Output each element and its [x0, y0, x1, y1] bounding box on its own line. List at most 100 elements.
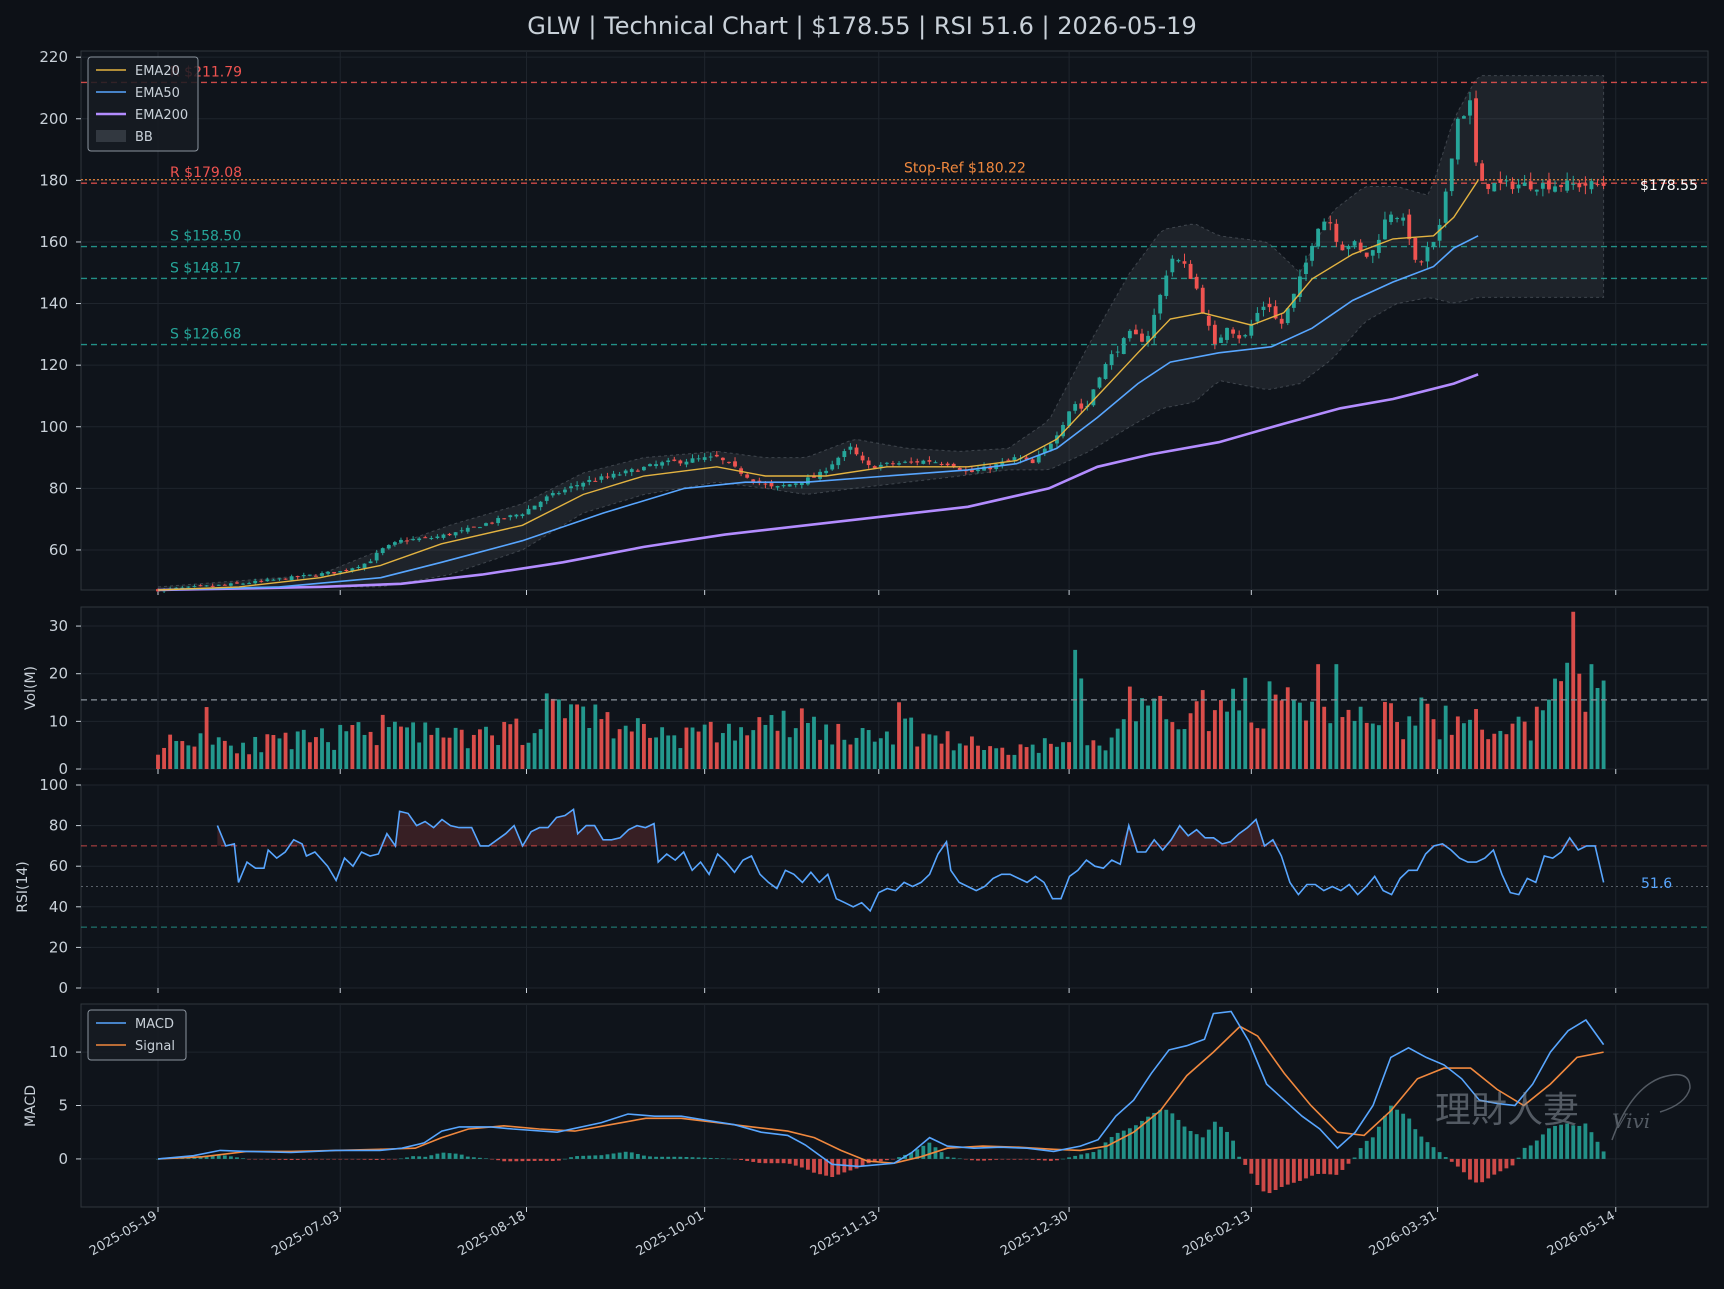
volume-bar: [1419, 697, 1424, 769]
macd-histogram-bar: [1534, 1140, 1539, 1159]
macd-histogram-bar: [593, 1155, 598, 1159]
macd-histogram-bar: [186, 1157, 191, 1159]
candle-body: [860, 455, 865, 461]
macd-histogram-bar: [344, 1158, 349, 1160]
volume-bar: [690, 727, 695, 769]
volume-bar: [1006, 754, 1011, 769]
candle-body: [1200, 287, 1205, 314]
volume-bar: [1206, 731, 1211, 769]
candle-body: [563, 489, 567, 493]
volume-bar: [1547, 699, 1551, 769]
volume-bar: [484, 726, 488, 769]
candle-body: [247, 583, 252, 585]
candle-body: [1534, 189, 1539, 192]
candle-body: [1492, 183, 1497, 192]
macd-histogram-bar: [1030, 1158, 1035, 1160]
candle-body: [265, 579, 270, 582]
volume-bar: [1565, 662, 1570, 769]
candle-body: [569, 486, 573, 489]
volume-bar: [399, 726, 403, 769]
candle-body: [1176, 260, 1181, 262]
volume-bar: [684, 727, 689, 769]
candle-body: [988, 467, 993, 470]
volume-bar: [1595, 688, 1600, 769]
volume-bar: [830, 744, 835, 769]
candle-body: [1334, 223, 1339, 242]
macd-histogram-bar: [1006, 1158, 1011, 1160]
volume-bar: [1364, 722, 1369, 769]
macd-histogram-bar: [1085, 1153, 1090, 1159]
candle-body: [1297, 276, 1302, 298]
volume-bar: [1310, 701, 1314, 769]
candle-body: [198, 585, 203, 587]
rsi-ytick-label: 40: [49, 898, 68, 916]
macd-histogram-bar: [617, 1152, 622, 1159]
volume-bar: [228, 745, 233, 769]
candle-body: [957, 467, 962, 471]
candle-body: [289, 576, 294, 581]
macd-histogram-bar: [860, 1158, 865, 1166]
volume-bar: [897, 702, 901, 769]
volume-bar: [605, 712, 610, 769]
volume-bar: [1036, 752, 1041, 769]
candle-body: [593, 480, 598, 482]
macd-histogram-bar: [909, 1152, 914, 1159]
macd-histogram-bar: [1522, 1147, 1527, 1159]
macd-histogram-bar: [1334, 1158, 1339, 1175]
candle-body: [508, 515, 513, 518]
candle-body: [1583, 183, 1588, 186]
candle-body: [769, 482, 774, 487]
macd-histogram-bar: [1067, 1157, 1072, 1159]
candle-body: [824, 470, 829, 474]
macd-histogram-bar: [1474, 1158, 1478, 1183]
legend-swatch: [96, 130, 126, 142]
candle-body: [884, 462, 889, 464]
candle-body: [702, 457, 707, 460]
volume-bar: [253, 736, 258, 769]
macd-histogram-bar: [878, 1158, 883, 1162]
volume-bar: [1297, 702, 1302, 769]
candle-body: [1212, 324, 1217, 344]
candle-body: [295, 576, 300, 578]
candle-body: [684, 461, 689, 465]
volume-bar: [1498, 730, 1503, 769]
macd-histogram-bar: [520, 1158, 525, 1162]
candle-body: [1401, 217, 1406, 221]
macd-histogram-bar: [1036, 1158, 1041, 1161]
macd-histogram-bar: [550, 1158, 555, 1162]
candle-body: [575, 485, 580, 487]
macd-histogram-bar: [1571, 1125, 1576, 1159]
volume-bar: [1030, 744, 1035, 769]
volume-bar: [769, 715, 774, 769]
candle-body: [526, 508, 531, 515]
volume-bar: [878, 738, 883, 769]
candle-body: [611, 473, 616, 478]
candle-body: [362, 563, 367, 569]
volume-bar: [1425, 703, 1430, 769]
chart-title: GLW | Technical Chart | $178.55 | RSI 51…: [527, 12, 1196, 40]
candle-body: [1261, 306, 1266, 311]
macd-histogram-bar: [660, 1156, 665, 1159]
volume-bar: [1516, 716, 1521, 769]
macd-histogram-bar: [690, 1157, 695, 1159]
volume-bar: [1182, 729, 1187, 769]
candle-body: [344, 570, 349, 572]
volume-bar: [1449, 734, 1454, 769]
candle-body: [1589, 181, 1594, 190]
volume-bar: [1291, 699, 1296, 769]
macd-histogram-bar: [1297, 1158, 1302, 1181]
price-panel: R $211.79R $179.08 Stop-Ref $180.22S $158…: [39, 48, 1709, 595]
rsi-ytick-label: 100: [39, 776, 68, 794]
candle-body: [1376, 239, 1381, 253]
volume-ytick-label: 10: [49, 712, 68, 730]
macd-histogram-bar: [702, 1157, 707, 1159]
ema200-line: [157, 373, 1479, 592]
macd-histogram-bar: [787, 1158, 792, 1164]
volume-bar: [848, 744, 853, 769]
rsi-ytick-label: 0: [58, 979, 68, 997]
volume-bar: [1492, 733, 1497, 769]
macd-panel: 0 5 10 MACD MACD Signal: [23, 1003, 1709, 1212]
macd-histogram-bar: [1595, 1141, 1600, 1159]
candle-body: [283, 578, 288, 580]
legend-box: [87, 56, 199, 152]
